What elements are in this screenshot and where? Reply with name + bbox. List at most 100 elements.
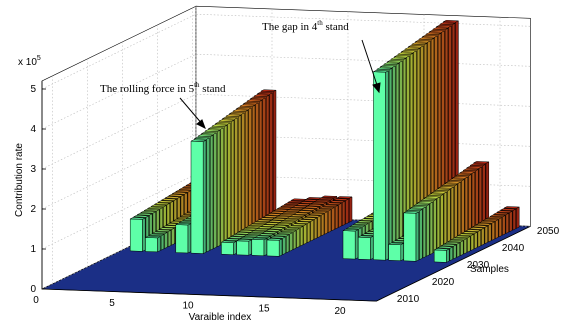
bar-side	[354, 229, 359, 260]
bar-top	[445, 181, 461, 184]
bar-top	[258, 233, 274, 236]
bar	[388, 242, 404, 262]
bar-top	[411, 42, 428, 45]
bar-side	[324, 211, 328, 235]
bar-top	[401, 50, 417, 53]
bar-side	[223, 124, 228, 244]
bar-side	[429, 201, 434, 255]
bar-top	[444, 241, 460, 245]
bar-side	[505, 212, 509, 234]
bar-top	[284, 227, 300, 231]
bar-top	[283, 218, 299, 222]
bar-side	[460, 240, 464, 257]
bar	[129, 217, 146, 252]
bar-top	[435, 188, 451, 192]
bar-side	[282, 236, 286, 256]
multiplier-exp: 5	[37, 55, 41, 62]
bar-top	[329, 200, 346, 203]
bar-top	[305, 215, 321, 218]
bar-top	[251, 237, 267, 241]
bar-side	[422, 206, 427, 259]
bar-side	[449, 246, 453, 262]
bar-side	[233, 240, 237, 256]
x-tick-label: 0	[33, 295, 39, 306]
x-tick-label: 5	[109, 298, 115, 309]
bar-side	[303, 223, 307, 245]
bar-top	[218, 119, 235, 122]
bar-front	[251, 239, 265, 257]
bar-top	[408, 45, 424, 48]
bar-top	[273, 234, 290, 237]
bar-side	[484, 225, 488, 245]
bar-top	[434, 248, 450, 251]
y-axis-label: Samples	[470, 264, 509, 275]
bar-side	[187, 223, 192, 254]
y-tick-label: 2010	[397, 294, 420, 305]
bar-top	[424, 196, 440, 199]
bar-top	[459, 171, 475, 174]
bar-top	[414, 203, 430, 207]
bar-top	[380, 65, 396, 68]
bar-top	[151, 204, 167, 208]
bar-top	[472, 225, 488, 228]
bar-front	[221, 241, 234, 255]
bar-side	[498, 217, 502, 238]
bar-top	[442, 183, 458, 187]
annotation-text: The gap in 4	[262, 21, 318, 33]
bar-front	[190, 140, 204, 254]
bar-side	[348, 196, 353, 223]
bar-top	[222, 116, 238, 120]
bar-side	[248, 107, 252, 232]
bar-side	[263, 237, 268, 257]
bar-side	[481, 227, 485, 246]
bar-side	[202, 139, 207, 255]
bar-top	[319, 206, 335, 210]
bar-top	[490, 214, 506, 218]
bar-top	[246, 99, 263, 102]
bar-top	[425, 32, 442, 35]
bar-side	[443, 191, 448, 249]
bar-top	[388, 242, 404, 245]
bar-top	[436, 25, 452, 28]
bar-top	[291, 223, 307, 226]
x-tick-label: 10	[182, 301, 194, 312]
bar-top	[158, 200, 174, 203]
arrow-head	[196, 119, 206, 130]
arrows	[179, 39, 381, 130]
bar-top	[269, 227, 285, 230]
bar-front	[403, 212, 417, 262]
multiplier: x 105	[18, 55, 41, 68]
y-tick-label: 2020	[432, 277, 455, 288]
multiplier-base: x 10	[18, 57, 37, 68]
bar-side	[310, 219, 314, 242]
bar-top	[486, 216, 502, 220]
bar-side	[419, 208, 423, 261]
bar-top	[387, 60, 403, 63]
bar-top	[437, 246, 453, 249]
bar-top	[236, 106, 252, 110]
bar-top	[280, 229, 297, 233]
bar-side	[313, 217, 318, 240]
bar-top	[204, 129, 221, 132]
bar-top	[145, 235, 161, 239]
bar-top	[286, 216, 302, 220]
bar-side	[482, 163, 486, 230]
x-tick-label: 15	[258, 303, 270, 314]
bar-top	[458, 233, 474, 236]
bar-side	[206, 137, 210, 253]
bar-top	[336, 196, 353, 199]
bar-top	[314, 199, 330, 203]
bar-top	[452, 176, 468, 179]
bar-top	[443, 20, 459, 23]
bar-top	[479, 220, 495, 224]
bar-top	[147, 206, 163, 210]
bar-top	[253, 94, 270, 97]
bar-top	[315, 208, 332, 212]
x-tick-label: 20	[334, 306, 346, 317]
bar-side	[164, 231, 168, 249]
bar-side	[299, 225, 304, 247]
bar-side	[516, 206, 520, 229]
bar-top	[321, 195, 337, 199]
grid-line	[41, 53, 531, 130]
bar-top	[140, 210, 156, 214]
